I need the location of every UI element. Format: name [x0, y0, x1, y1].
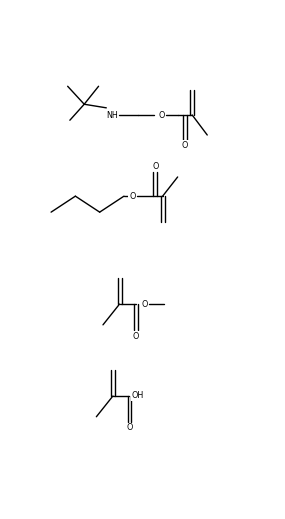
Text: O: O [152, 162, 158, 171]
Text: O: O [133, 332, 139, 340]
Text: O: O [129, 192, 136, 201]
Text: O: O [158, 111, 164, 119]
Text: NH: NH [106, 111, 118, 119]
Text: O: O [126, 424, 133, 432]
Text: O: O [182, 141, 188, 149]
Text: OH: OH [132, 391, 144, 401]
Text: O: O [141, 299, 148, 309]
